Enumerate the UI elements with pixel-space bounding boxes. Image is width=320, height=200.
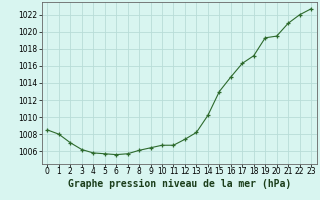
X-axis label: Graphe pression niveau de la mer (hPa): Graphe pression niveau de la mer (hPa) [68,179,291,189]
